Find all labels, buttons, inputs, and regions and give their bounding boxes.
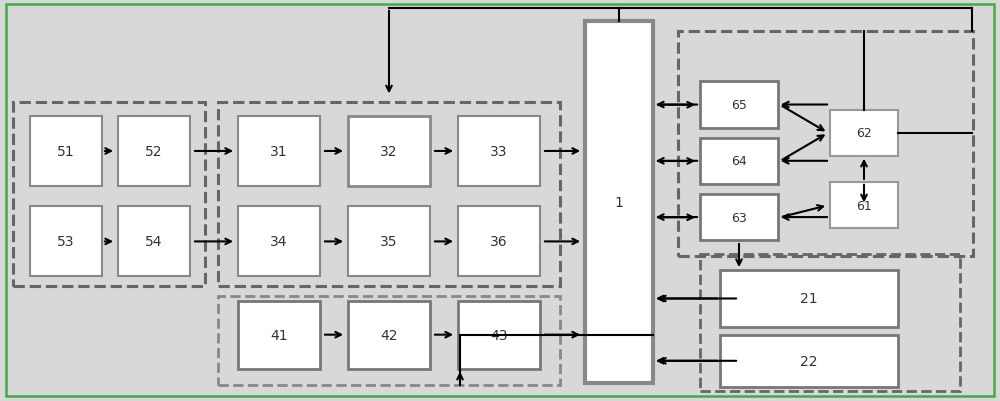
Text: 34: 34 [270,235,288,249]
Text: 42: 42 [380,328,398,342]
Text: 31: 31 [270,144,288,158]
Text: 61: 61 [856,199,872,212]
Text: 33: 33 [490,144,508,158]
FancyBboxPatch shape [238,207,320,277]
Text: 53: 53 [57,235,75,249]
FancyBboxPatch shape [238,116,320,186]
FancyBboxPatch shape [700,82,778,128]
FancyBboxPatch shape [238,301,320,369]
FancyBboxPatch shape [700,194,778,241]
Text: 63: 63 [731,211,747,224]
Text: 54: 54 [145,235,163,249]
FancyBboxPatch shape [348,207,430,277]
FancyBboxPatch shape [720,271,898,327]
Text: 64: 64 [731,155,747,168]
Text: 51: 51 [57,144,75,158]
FancyBboxPatch shape [458,301,540,369]
Text: 41: 41 [270,328,288,342]
FancyBboxPatch shape [458,207,540,277]
FancyBboxPatch shape [118,116,190,186]
FancyBboxPatch shape [720,335,898,387]
FancyBboxPatch shape [348,116,430,186]
Text: 52: 52 [145,144,163,158]
FancyBboxPatch shape [585,22,653,383]
FancyBboxPatch shape [30,116,102,186]
Text: 62: 62 [856,127,872,140]
Text: 32: 32 [380,144,398,158]
Text: 43: 43 [490,328,508,342]
FancyBboxPatch shape [830,182,898,229]
Text: 36: 36 [490,235,508,249]
FancyBboxPatch shape [30,207,102,277]
Text: 21: 21 [800,292,818,306]
FancyBboxPatch shape [830,110,898,156]
FancyBboxPatch shape [700,138,778,184]
Text: 22: 22 [800,354,818,368]
FancyBboxPatch shape [118,207,190,277]
Text: 1: 1 [615,196,623,209]
FancyBboxPatch shape [348,301,430,369]
Text: 35: 35 [380,235,398,249]
Text: 65: 65 [731,99,747,112]
FancyBboxPatch shape [458,116,540,186]
